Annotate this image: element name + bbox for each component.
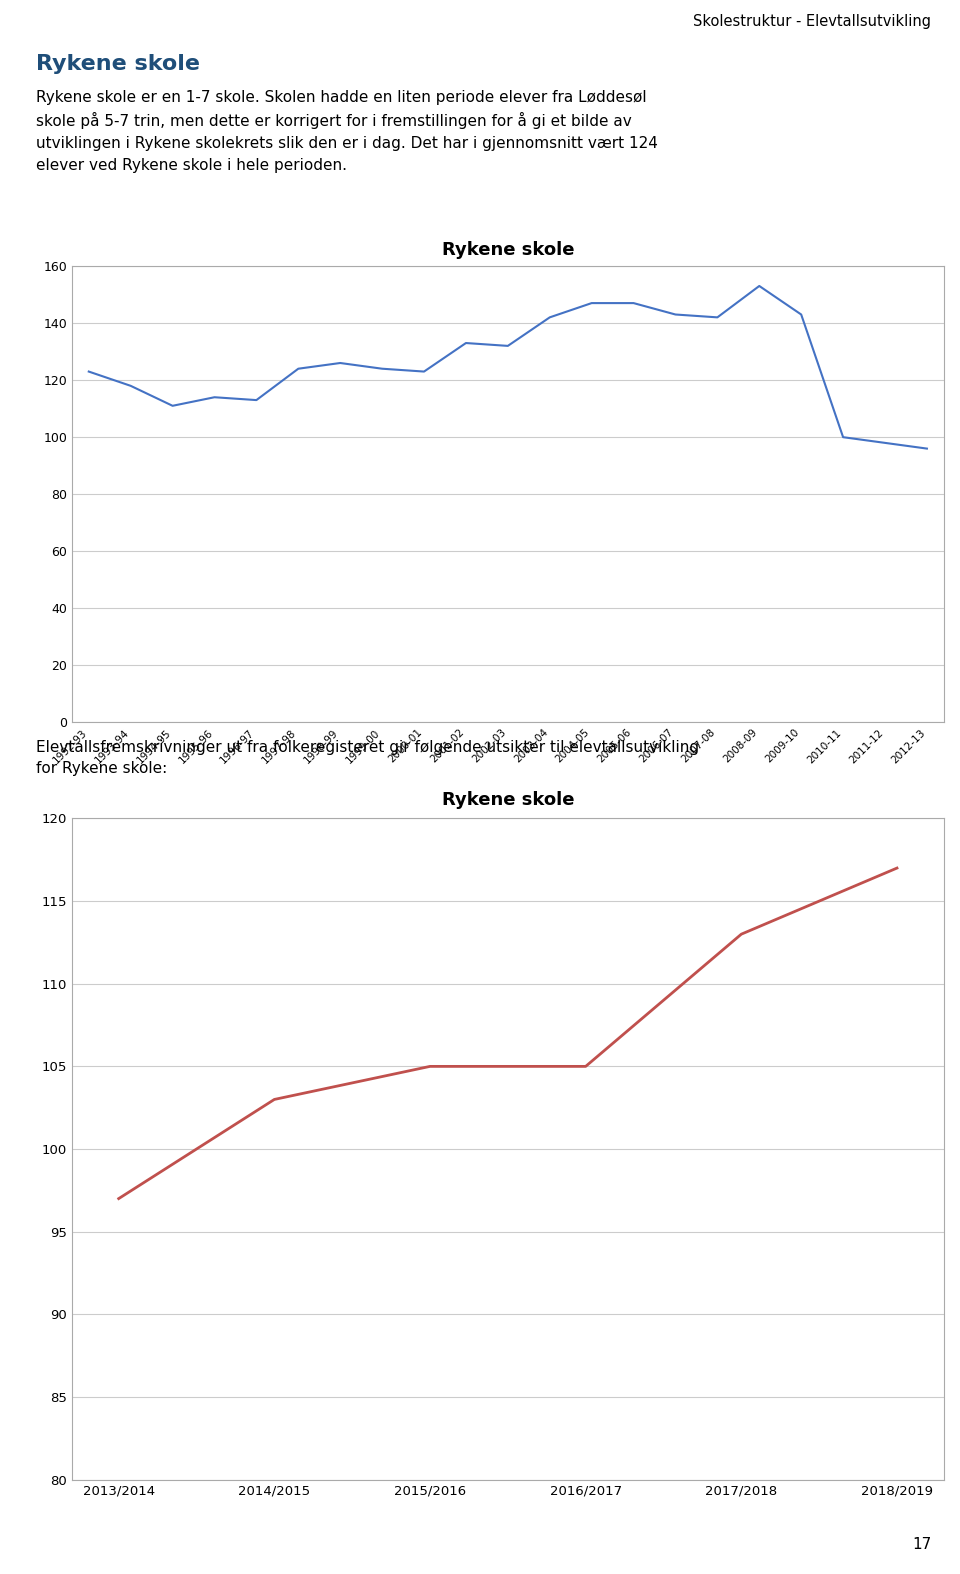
Text: Rykene skole er en 1-7 skole. Skolen hadde en liten periode elever fra Løddesøl
: Rykene skole er en 1-7 skole. Skolen had… <box>36 90 659 173</box>
Text: Skolestruktur - Elevtallsutvikling: Skolestruktur - Elevtallsutvikling <box>693 14 931 30</box>
Text: Rykene skole: Rykene skole <box>36 54 201 74</box>
Title: Rykene skole: Rykene skole <box>442 790 574 809</box>
Title: Rykene skole: Rykene skole <box>442 241 574 258</box>
Text: Elevtallsfremskrivninger ut fra folkeregisteret gir følgende utsikter til elevta: Elevtallsfremskrivninger ut fra folkereg… <box>36 740 700 776</box>
Text: 17: 17 <box>912 1536 931 1552</box>
